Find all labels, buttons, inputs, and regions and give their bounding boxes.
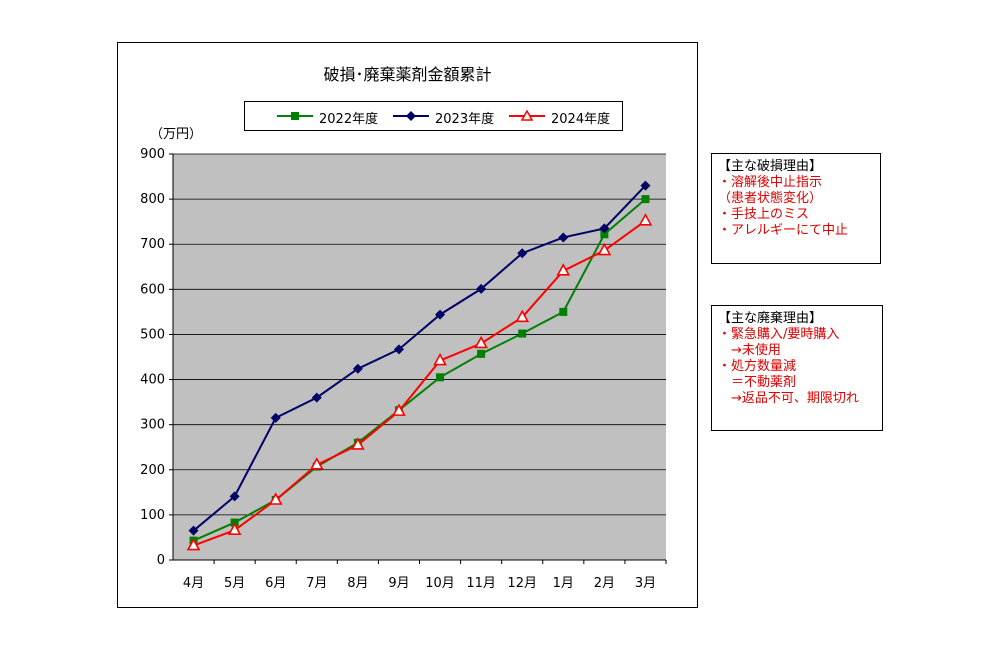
- y-tick-label: 100: [140, 508, 165, 523]
- data-point-square: [600, 230, 609, 239]
- x-tick-label: 9月: [388, 576, 409, 591]
- y-tick-label: 600: [140, 282, 165, 297]
- x-tick-label: 11月: [466, 576, 496, 591]
- y-tick-label: 800: [140, 192, 165, 207]
- y-tick-label: 200: [140, 463, 165, 478]
- damage-reason-line: ・手技上のミス: [718, 207, 810, 222]
- data-point-diamond: [188, 525, 199, 536]
- disposal-reason-line: ＝不動薬剤: [718, 375, 797, 390]
- data-point-triangle: [268, 492, 283, 505]
- data-point-triangle: [638, 213, 653, 226]
- data-point-diamond: [476, 283, 487, 294]
- x-tick-label: 6月: [265, 576, 286, 591]
- y-tick-label: 900: [140, 147, 165, 162]
- damage-reasons-box: 【主な破損理由】 ・溶解後中止指示 （患者状態変化） ・手技上のミス ・アレルギ…: [711, 153, 881, 264]
- data-point-triangle: [186, 537, 201, 551]
- chart-title: 破損･廃棄薬剤金額累計: [323, 65, 492, 84]
- disposal-reason-line: →返品不可、期限切れ: [718, 391, 859, 406]
- plot-area: [173, 154, 666, 560]
- data-point-triangle: [227, 522, 242, 536]
- chart-legend: 2022年度 2023年度 2024年度: [244, 101, 623, 131]
- damage-reasons-heading: 【主な破損理由】: [718, 159, 823, 174]
- data-point-square: [559, 307, 568, 316]
- data-point-triangle: [556, 263, 571, 276]
- data-point-triangle: [309, 457, 324, 470]
- damage-reason-line: （患者状態変化）: [718, 191, 823, 206]
- legend-label: 2022年度: [319, 112, 379, 127]
- legend-marker-triangle-icon: [509, 110, 545, 121]
- y-tick-label: 400: [140, 373, 165, 388]
- disposal-reasons-heading: 【主な廃棄理由】: [718, 311, 823, 326]
- legend-label: 2024年度: [551, 112, 611, 127]
- data-point-diamond: [393, 344, 404, 355]
- data-point-diamond: [270, 412, 281, 423]
- data-point-diamond: [352, 363, 363, 374]
- x-tick-label: 12月: [507, 576, 537, 591]
- y-axis-unit-label: （万円）: [150, 127, 203, 142]
- data-point-triangle: [597, 242, 612, 256]
- data-point-triangle: [474, 335, 488, 349]
- disposal-reason-line: →未使用: [718, 343, 781, 358]
- chart-frame: 破損･廃棄薬剤金額累計 2022年度 2023年度 2024年度 （万円） 0 1…: [117, 42, 698, 608]
- data-point-diamond: [599, 223, 610, 234]
- x-tick-label: 10月: [425, 576, 455, 591]
- damage-reason-line: ・アレルギーにて中止: [718, 223, 849, 238]
- x-tick-label: 8月: [347, 576, 368, 591]
- x-tick-label: 3月: [635, 576, 656, 591]
- series-line-1: [193, 198, 647, 542]
- data-point-diamond: [229, 491, 240, 502]
- x-tick-label: 5月: [224, 576, 245, 591]
- data-point-diamond: [517, 248, 528, 259]
- y-tick-label: 300: [140, 418, 165, 433]
- data-point-triangle: [392, 403, 406, 416]
- data-point-triangle: [515, 309, 530, 323]
- data-point-triangle: [433, 352, 447, 366]
- disposal-reasons-box: 【主な廃棄理由】 ・緊急購入/要時購入 →未使用 ・処方数量減 ＝不動薬剤 →返…: [711, 305, 883, 431]
- disposal-reason-line: ・処方数量減: [718, 359, 797, 374]
- damage-reason-line: ・溶解後中止指示: [718, 175, 823, 190]
- series-line-2: [192, 184, 647, 532]
- legend-marker-diamond-icon: [393, 111, 429, 121]
- legend-label: 2023年度: [435, 112, 495, 127]
- x-tick-label: 4月: [183, 576, 204, 591]
- disposal-reason-line: ・緊急購入/要時購入: [718, 327, 840, 342]
- x-tick-label: 2月: [594, 576, 615, 591]
- y-tick-label: 0: [157, 553, 165, 568]
- data-point-diamond: [640, 180, 651, 191]
- series-line-3: [193, 219, 647, 547]
- y-tick-label: 500: [140, 327, 165, 342]
- data-point-diamond: [435, 309, 446, 320]
- legend-marker-square-icon: [277, 112, 313, 120]
- data-point-square: [477, 349, 486, 358]
- data-point-square: [436, 373, 445, 382]
- data-point-square: [518, 329, 527, 338]
- chart-svg: 0 100 200 300 400 500 600 700 800 900 4月 5月 6月 7月 8月 9月…: [140, 147, 667, 591]
- y-tick-label: 700: [140, 237, 165, 252]
- x-tick-label: 7月: [306, 576, 327, 591]
- data-point-square: [230, 518, 239, 527]
- data-point-triangle: [351, 437, 365, 450]
- data-point-diamond: [558, 232, 569, 243]
- data-point-square: [641, 195, 650, 204]
- x-tick-label: 1月: [553, 576, 574, 591]
- data-point-diamond: [311, 392, 322, 403]
